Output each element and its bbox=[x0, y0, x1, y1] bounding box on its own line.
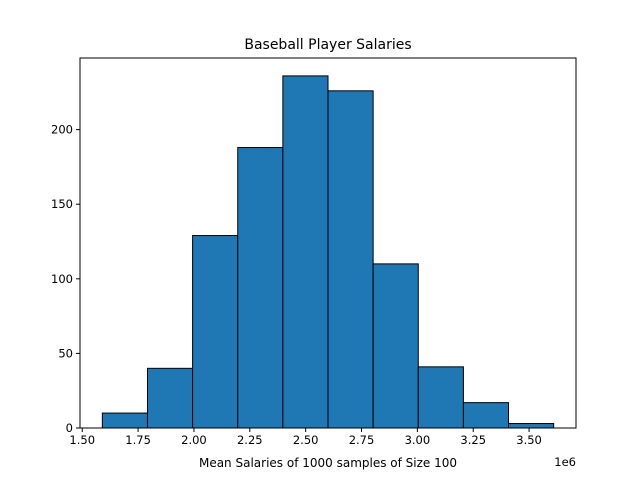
x-tick-label: 3.50 bbox=[516, 433, 542, 447]
x-tick-label: 2.75 bbox=[349, 433, 375, 447]
chart-title: Baseball Player Salaries bbox=[244, 37, 411, 53]
y-tick-label: 100 bbox=[51, 272, 73, 286]
x-tick-label: 2.50 bbox=[293, 433, 319, 447]
histogram-bar bbox=[192, 235, 239, 429]
y-tick-label: 200 bbox=[51, 123, 73, 137]
histogram-bar bbox=[462, 402, 510, 429]
histogram-bar bbox=[146, 367, 194, 429]
histogram-bar bbox=[327, 90, 374, 429]
histogram-bar bbox=[508, 423, 555, 429]
y-tick-label: 0 bbox=[66, 421, 73, 435]
histogram-bar bbox=[101, 412, 148, 429]
histogram-bar bbox=[372, 263, 419, 429]
plot-area-frame bbox=[79, 57, 577, 429]
histogram-bar bbox=[417, 366, 464, 429]
x-tick-label: 1.75 bbox=[125, 433, 151, 447]
x-tick-label: 2.25 bbox=[237, 433, 263, 447]
y-tick-label: 50 bbox=[58, 346, 73, 360]
x-axis-offset-text: 1e6 bbox=[554, 455, 576, 469]
x-tick-label: 1.50 bbox=[69, 433, 95, 447]
y-axis: 0 50 100 150 200 bbox=[51, 123, 80, 435]
bars-group bbox=[101, 75, 555, 429]
x-axis-label: Mean Salaries of 1000 samples of Size 10… bbox=[199, 456, 457, 470]
y-tick-label: 150 bbox=[51, 197, 73, 211]
x-axis: 1.50 1.75 2.00 2.25 2.50 2.75 3.00 3.25 3.50 bbox=[69, 428, 542, 447]
x-tick-label: 2.00 bbox=[181, 433, 207, 447]
histogram-bar bbox=[237, 147, 284, 429]
x-tick-label: 3.00 bbox=[405, 433, 431, 447]
x-tick-label: 3.25 bbox=[460, 433, 486, 447]
histogram-bar bbox=[282, 75, 329, 429]
